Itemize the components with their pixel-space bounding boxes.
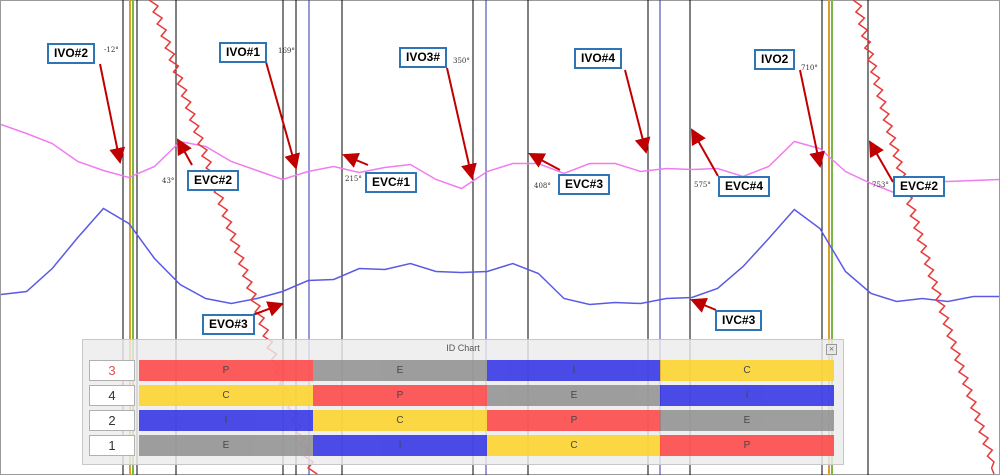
stroke-cell-e: E — [313, 360, 487, 381]
arrow-11 — [690, 298, 717, 313]
degree-label-evc4: 575° — [694, 181, 711, 189]
stroke-cell-p: P — [139, 360, 313, 381]
stroke-cell-i: I — [139, 410, 313, 431]
arrow-5 — [177, 138, 193, 166]
stroke-cell-i: I — [487, 360, 661, 381]
stroke-cell-i: I — [313, 435, 487, 456]
arrow-0 — [99, 63, 126, 164]
stroke-cell-e: E — [139, 435, 313, 456]
arrow-1 — [265, 61, 300, 170]
stroke-cell-i: I — [660, 385, 834, 406]
id-chart-title: ID Chart — [446, 343, 480, 353]
degree-label-evc2-right: 753° — [872, 181, 889, 189]
cylinder-number[interactable]: 3 — [89, 360, 135, 381]
arrow-2 — [446, 67, 477, 180]
arrow-7 — [528, 153, 561, 171]
callout-ivo1: IVO#1 — [219, 42, 268, 63]
stroke-cell-c: C — [139, 385, 313, 406]
degree-label-evc3: 408° — [534, 182, 551, 190]
degree-label-evc2-left: 43° — [162, 177, 175, 185]
stroke-cell-p: P — [313, 385, 487, 406]
stroke-cell-e: E — [487, 385, 661, 406]
callout-ivc3: IVC#3 — [715, 310, 763, 331]
callout-ivo2-right: IVO2 — [754, 49, 796, 70]
degree-label-ivo3: 350° — [453, 57, 470, 65]
stroke-cell-e: E — [660, 410, 834, 431]
callout-evo3: EVO#3 — [202, 314, 255, 335]
stroke-cell-c: C — [313, 410, 487, 431]
close-icon[interactable]: × — [826, 344, 837, 355]
arrow-9 — [869, 140, 894, 183]
arrow-10 — [249, 301, 284, 317]
callout-arrows — [99, 61, 894, 317]
degree-label-ivo1: 169° — [278, 47, 295, 55]
stroke-cell-c: C — [660, 360, 834, 381]
magenta-pressure-trace — [0, 123, 1000, 195]
stroke-cell-p: P — [487, 410, 661, 431]
stroke-cell-c: C — [487, 435, 661, 456]
callout-ivo3: IVO3# — [399, 47, 448, 68]
arrow-4 — [799, 69, 825, 168]
arrow-8 — [691, 128, 719, 177]
red-trace-right — [852, 0, 995, 475]
callout-evc2-right: EVC#2 — [893, 176, 946, 197]
arrow-3 — [624, 69, 651, 154]
blue-pressure-trace — [0, 207, 999, 306]
callout-evc1: EVC#1 — [365, 172, 418, 193]
arrow-6 — [342, 153, 369, 168]
cylinder-number[interactable]: 2 — [89, 410, 135, 431]
callout-evc4: EVC#4 — [718, 176, 771, 197]
cylinder-number[interactable]: 1 — [89, 435, 135, 456]
degree-label-ivo2-right: 710° — [801, 64, 818, 72]
degree-label-ivo2-left: -12° — [104, 46, 119, 54]
stroke-cell-p: P — [660, 435, 834, 456]
callout-ivo4: IVO#4 — [574, 48, 623, 69]
callout-evc3: EVC#3 — [558, 174, 611, 195]
cylinder-number[interactable]: 4 — [89, 385, 135, 406]
degree-label-evc1: 215° — [345, 175, 362, 183]
callout-evc2-left: EVC#2 — [187, 170, 240, 191]
callout-ivo2-left: IVO#2 — [47, 43, 96, 64]
